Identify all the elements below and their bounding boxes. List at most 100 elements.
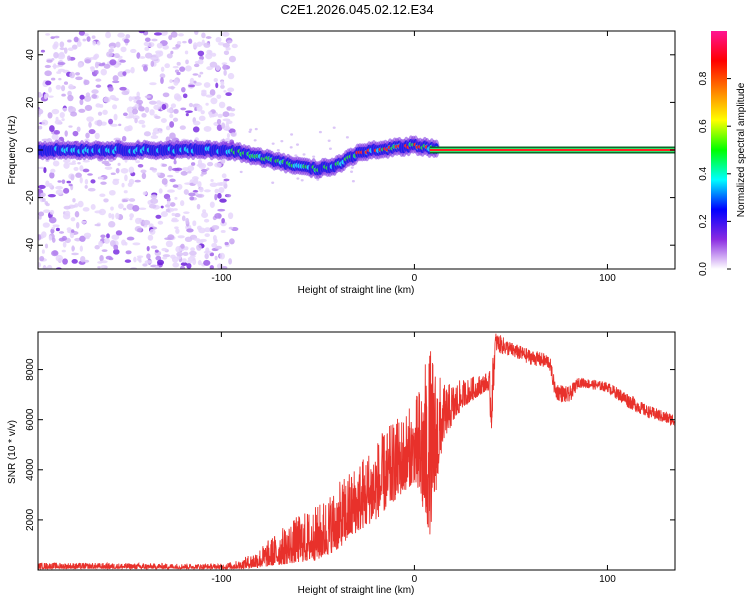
spectrogram-noise-speck — [80, 255, 86, 263]
spectrogram-noise-speck — [124, 174, 128, 182]
spectrogram-noise-speck — [173, 79, 179, 86]
spectrogram-noise-speck — [66, 227, 72, 232]
spectrogram-noise-speck — [217, 208, 226, 212]
spectrogram-noise-speck — [181, 215, 186, 222]
spectrogram-noise-speck — [46, 264, 53, 269]
spectrogram-noise-speck — [71, 252, 79, 256]
snr-frame — [37, 331, 676, 571]
spectrogram-noise-speck — [74, 203, 79, 208]
spectrogram-noise-speck — [75, 221, 80, 229]
spectrogram-noise-speck — [142, 219, 151, 226]
spectrogram-noise-speck — [197, 181, 202, 188]
spectrogram-noise-speck — [196, 104, 203, 112]
spectrogram-noise-speck — [45, 33, 51, 36]
spectrogram-noise-speck — [169, 79, 173, 83]
spectrogram-noise-speck — [180, 265, 186, 269]
spectrogram-noise-speck — [48, 216, 57, 224]
spectrogram-noise-speck — [182, 40, 187, 44]
spectrogram-noise-speck — [249, 128, 253, 131]
spectrogram-noise-speck — [169, 202, 176, 207]
spectrogram-noise-speck — [173, 108, 179, 114]
spectrogram-noise-speck — [103, 63, 111, 69]
spectrogram-noise-speck — [135, 160, 141, 164]
spectrogram-noise-speck — [90, 179, 96, 184]
spectrogram-noise-speck — [203, 218, 210, 223]
spectrogram-noise-speck — [296, 177, 300, 180]
spectrogram-noise-speck — [174, 196, 178, 200]
spectrogram-noise-speck — [198, 227, 206, 234]
spectrogram-noise-speck — [144, 260, 153, 264]
spectrogram-noise-speck — [38, 184, 46, 190]
spectrogram-noise-speck — [200, 173, 204, 177]
spectrogram-noise-speck — [83, 79, 90, 86]
spectrogram-tone-core — [429, 149, 675, 151]
spectrogram-noise-speck — [38, 211, 45, 217]
spectrogram-noise-speck — [71, 245, 75, 252]
spectrogram-noise-speck — [154, 265, 160, 269]
spectrogram-noise-speck — [84, 259, 90, 263]
spectrogram-noise-speck — [229, 238, 235, 245]
spectrogram-noise-speck — [225, 92, 232, 97]
spectrogram-noise-speck — [197, 59, 204, 65]
spectrogram-noise-speck — [192, 73, 199, 76]
spectrogram-noise-speck — [108, 212, 112, 219]
spectrogram-noise-speck — [52, 64, 60, 68]
spectrogram-noise-speck — [248, 130, 252, 133]
spectrogram-noise-speck — [197, 74, 202, 78]
spectrogram-noise-speck — [150, 198, 159, 205]
spectrogram-noise-speck — [99, 193, 106, 198]
spectrogram-noise-speck — [214, 245, 222, 250]
spectrogram-noise-speck — [201, 171, 207, 175]
spectrogram-noise-speck — [168, 165, 173, 172]
spectrogram-noise-speck — [170, 254, 176, 259]
spectrogram-noise-speck — [144, 95, 152, 99]
spectrogram-noise-speck — [63, 158, 71, 164]
spectrogram-noise-speck — [41, 198, 46, 202]
spectrogram-noise-speck — [169, 178, 176, 183]
spectrogram-noise-speck — [103, 237, 110, 244]
spectrogram-noise-speck — [192, 258, 197, 266]
spectrogram-noise-speck — [211, 52, 217, 57]
snr-series-line — [38, 333, 675, 570]
spectrogram-noise-speck — [328, 147, 332, 150]
spectrogram-noise-speck — [183, 246, 189, 251]
spectrogram-noise-speck — [217, 192, 222, 199]
colorbar-tick-label: 0.2 — [698, 214, 709, 228]
spectrogram-noise-speck — [209, 182, 218, 187]
spectrogram-noise-speck — [55, 227, 60, 232]
spectrogram-noise-speck — [290, 133, 294, 136]
spectrogram-noise-speck — [64, 210, 71, 217]
spectrogram-noise-speck — [123, 38, 130, 44]
spectrogram-noise-speck — [48, 235, 53, 241]
spectrogram-noise-speck — [119, 86, 127, 91]
spectrogram-noise-speck — [69, 231, 75, 239]
spectrogram-noise-speck — [218, 182, 225, 186]
spectrogram-noise-speck — [73, 36, 79, 43]
spectrogram-noise-speck — [201, 32, 206, 39]
spectrogram-noise-speck — [121, 90, 130, 96]
spectrogram-noise-speck — [169, 132, 176, 140]
spectrogram-noise-speck — [215, 36, 222, 43]
spectrogram-noise-speck — [110, 123, 118, 127]
spectrogram-noise-speck — [144, 106, 150, 113]
spectrogram-noise-speck — [176, 251, 184, 257]
spectrogram-noise-speck — [206, 66, 213, 71]
spectrogram-noise-speck — [216, 124, 223, 131]
spectrogram-noise-speck — [157, 220, 164, 225]
spectrogram-noise-speck — [106, 51, 113, 58]
spectrogram-noise-speck — [176, 41, 182, 45]
spectrogram-noise-speck — [57, 68, 66, 72]
spectrogram-noise-speck — [156, 42, 163, 49]
spectrogram-noise-speck — [150, 194, 158, 199]
spectrogram-noise-speck — [215, 64, 221, 71]
spectrogram-noise-speck — [86, 116, 94, 123]
spectrogram-noise-speck — [140, 169, 147, 174]
spectrogram-noise-speck — [132, 204, 140, 212]
spectrogram-noise-speck — [189, 196, 195, 201]
spectrogram-noise-speck — [180, 107, 187, 111]
spectrogram-noise-speck — [190, 162, 196, 166]
spectrogram-noise-speck — [210, 179, 214, 183]
spectrogram-ylabel: Frequency (Hz) — [7, 116, 18, 185]
spectrogram-noise-speck — [70, 111, 78, 117]
spectrogram-noise-speck — [155, 255, 162, 261]
